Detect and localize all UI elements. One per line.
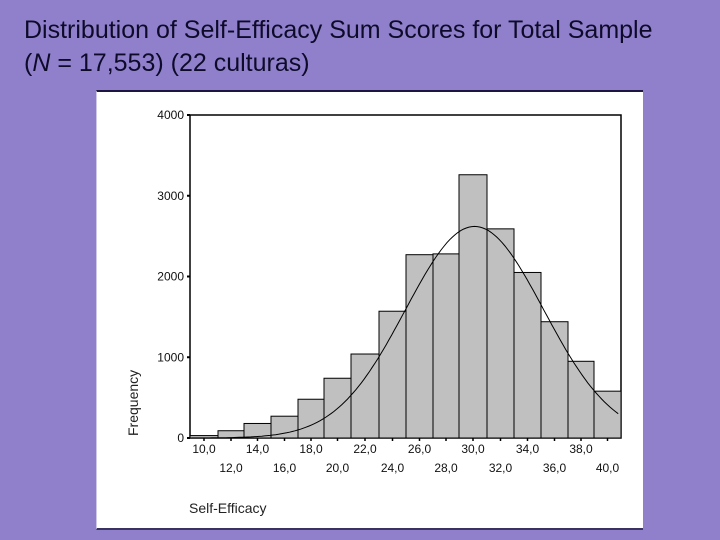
y-tick-label: 3000 <box>157 189 184 203</box>
histogram-bar <box>458 174 488 439</box>
y-tick-label: 4000 <box>157 108 184 122</box>
y-tick-label: 1000 <box>157 350 184 364</box>
x-tick-label: 22,0 <box>353 442 377 456</box>
x-tick-label: 26,0 <box>408 442 432 456</box>
histogram-bar <box>540 321 569 439</box>
x-tick-label: 20,0 <box>326 461 350 475</box>
x-tick-label: 30,0 <box>461 442 485 456</box>
x-tick-label: 12,0 <box>219 461 243 475</box>
title-line-1: Distribution of Self-Efficacy Sum Scores… <box>24 16 653 44</box>
histogram-bar <box>297 398 325 439</box>
n-italic: N <box>32 49 51 77</box>
x-axis-label: Self-Efficacy <box>189 500 267 516</box>
x-tick-label: 40,0 <box>596 461 620 475</box>
x-tick-label: 36,0 <box>543 461 567 475</box>
y-tick-label: 2000 <box>157 270 184 284</box>
histogram-chart: 0 1000 2000 3000 4000 10,012,014,016,018,020,… <box>125 108 622 516</box>
normal-curve <box>189 225 619 439</box>
histogram-bar <box>350 353 380 439</box>
x-tick-label: 18,0 <box>299 442 323 456</box>
x-tick-label: 38,0 <box>569 442 593 456</box>
x-tick-label: 32,0 <box>489 461 513 475</box>
y-tick-label: 0 <box>177 431 184 445</box>
histogram-bar <box>378 310 407 439</box>
x-tick-label: 14,0 <box>246 442 270 456</box>
y-axis-label: Frequency <box>125 370 141 436</box>
x-tick-label: 34,0 <box>516 442 540 456</box>
title-line-2: (N = 17,553) (22 culturas) <box>24 49 310 77</box>
slide-title: Distribution of Self-Efficacy Sum Scores… <box>24 14 653 80</box>
x-tick-label: 10,0 <box>192 442 216 456</box>
histogram-bar <box>486 228 515 439</box>
histogram-bar <box>405 254 434 439</box>
x-tick-label: 16,0 <box>273 461 297 475</box>
x-tick-label: 24,0 <box>381 461 405 475</box>
x-tick-label: 28,0 <box>434 461 458 475</box>
histogram-bar <box>432 253 460 439</box>
chart-panel: 0 1000 2000 3000 4000 10,0 12,0 14,0 16,0 18,0 20,… <box>96 90 643 530</box>
histogram-bar <box>593 390 622 439</box>
